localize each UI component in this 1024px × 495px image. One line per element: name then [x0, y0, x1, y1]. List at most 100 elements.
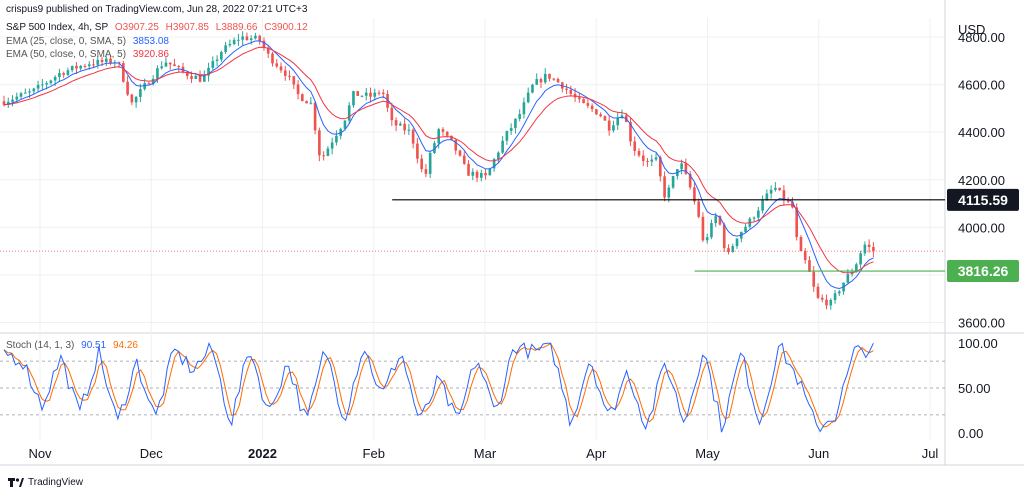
candle-body: [237, 39, 240, 41]
level-price-label: 4115.59: [958, 192, 1008, 208]
candle-body: [501, 140, 504, 153]
candle-body: [667, 187, 671, 198]
candle-body: [833, 293, 837, 301]
candle-body: [837, 291, 841, 294]
candle-body: [373, 92, 377, 97]
candle-body: [66, 70, 70, 75]
candle-body: [782, 190, 786, 201]
candle-body: [96, 59, 100, 65]
candle-body: [497, 152, 500, 160]
candle-body: [305, 101, 308, 104]
candle-body: [62, 73, 65, 75]
candle-body: [283, 70, 287, 76]
candle-body: [633, 141, 637, 151]
candle-body: [41, 84, 44, 86]
candle-body: [266, 47, 270, 54]
candle-body: [548, 73, 551, 79]
candle-body: [326, 148, 330, 156]
candle-body: [620, 115, 624, 118]
candle-body: [122, 63, 125, 82]
candle-body: [522, 102, 526, 115]
level-price-label: 3816.26: [958, 263, 1009, 279]
candle-body: [220, 52, 223, 60]
candle-body: [318, 130, 321, 156]
candle-body: [364, 92, 368, 96]
ema25-legend[interactable]: EMA (25, close, 0, SMA, 5) 3853.08: [6, 36, 173, 47]
candle-body: [808, 260, 811, 272]
candle-body: [211, 60, 215, 68]
candle-body: [727, 248, 730, 253]
candle-body: [556, 78, 560, 83]
time-tick-label: May: [695, 446, 720, 461]
candle-body: [399, 123, 402, 126]
candle-body: [535, 79, 539, 85]
candle-body: [688, 173, 692, 188]
time-tick-label: Dec: [140, 446, 164, 461]
candle-body: [83, 65, 87, 67]
candle-body: [757, 210, 760, 218]
candle-body: [224, 45, 227, 53]
candle-body: [445, 131, 449, 136]
candle-body: [539, 79, 543, 83]
candle-body: [437, 129, 441, 144]
candle-body: [433, 143, 436, 153]
candle-body: [36, 84, 40, 89]
candle-body: [198, 75, 202, 82]
ohlc-open: O3907.25: [114, 22, 159, 33]
candle-body: [249, 38, 253, 41]
candle-body: [710, 223, 713, 238]
candle-body: [774, 187, 777, 190]
ema50-legend[interactable]: EMA (50, close, 0, SMA, 5) 3920.86: [6, 49, 173, 60]
stoch-tick-label: 100.00: [958, 336, 998, 351]
candle-body: [650, 159, 654, 162]
candle-body: [484, 172, 487, 176]
candle-body: [126, 81, 129, 95]
candle-body: [109, 58, 112, 64]
candle-body: [872, 247, 875, 252]
candle-body: [411, 129, 415, 144]
candle-body: [390, 107, 394, 121]
candle-body: [531, 84, 534, 93]
stoch-d-value: 94.26: [112, 340, 138, 351]
time-tick-label: Jun: [808, 446, 829, 461]
time-tick-label: Nov: [28, 446, 52, 461]
currency-label: USD: [958, 22, 985, 37]
candle-body: [32, 88, 36, 92]
candle-body: [731, 246, 735, 253]
ema50-label: EMA (50, close, 0, SMA, 5): [6, 49, 127, 60]
candle-body: [301, 94, 304, 102]
candle-body: [241, 36, 244, 40]
candle-body: [462, 155, 466, 164]
time-tick-label: Mar: [474, 446, 497, 461]
candle-body: [151, 78, 155, 85]
ohlc-close: C3900.12: [264, 22, 308, 33]
candle-body: [586, 103, 590, 106]
candle-body: [177, 66, 181, 68]
candle-body: [143, 83, 146, 90]
stoch-legend[interactable]: Stoch (14, 1, 3) 90.51 94.26: [6, 340, 142, 351]
candle-body: [799, 237, 803, 252]
candle-body: [803, 251, 807, 261]
candle-body: [578, 97, 581, 100]
candle-body: [322, 155, 325, 157]
candle-body: [458, 150, 462, 156]
level-price-tag: [947, 188, 1019, 211]
candle-body: [569, 89, 573, 94]
candle-body: [2, 101, 6, 105]
candle-body: [582, 99, 585, 104]
candle-body: [45, 83, 48, 85]
symbol-text: S&P 500 Index, 4h, SP: [6, 22, 109, 33]
candle-body: [629, 121, 632, 142]
candle-body: [509, 128, 513, 131]
candle-body: [296, 84, 300, 95]
candle-body: [207, 67, 210, 76]
candle-body: [347, 105, 351, 121]
price-tick-label: 4400.00: [958, 125, 1005, 140]
candle-body: [254, 35, 257, 39]
price-tick-label: 4800.00: [958, 30, 1005, 45]
footer: TradingView: [8, 476, 83, 488]
candle-body: [595, 109, 598, 115]
candle-body: [100, 59, 104, 62]
published-text: crispus9 published on TradingView.com, J…: [6, 4, 308, 15]
